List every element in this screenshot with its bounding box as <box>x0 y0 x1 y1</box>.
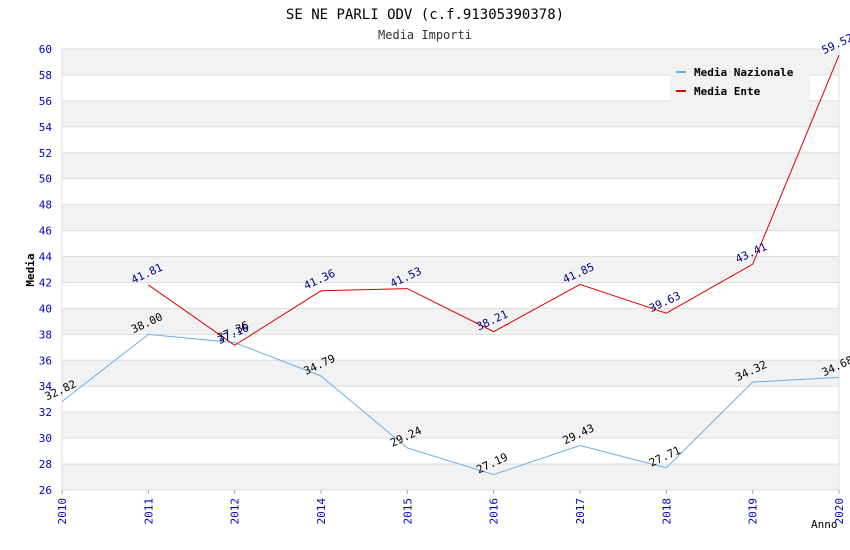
grid-band <box>62 360 839 387</box>
y-tick-label: 56 <box>39 95 52 108</box>
y-axis-label: Media <box>24 253 37 286</box>
x-tick-label: 2019 <box>747 498 760 525</box>
y-tick-label: 42 <box>39 276 52 289</box>
x-axis-label: Anno <box>811 518 838 531</box>
grid-band <box>62 152 839 179</box>
y-tick-label: 52 <box>39 147 52 160</box>
y-tick-label: 32 <box>39 406 52 419</box>
y-tick-label: 50 <box>39 173 52 186</box>
y-axis-ticks: 26 28 30 32 34 36 38 40 42 44 46 48 50 52 54 56 58 60 <box>39 43 53 497</box>
legend-label: Media Ente <box>694 85 761 98</box>
x-tick-label: 2020 <box>833 498 846 525</box>
series-line-1 <box>148 55 840 346</box>
legend: Media Nazionale Media Ente <box>670 60 810 102</box>
y-tick-label: 30 <box>39 432 52 445</box>
grid-band <box>62 308 839 335</box>
series-line-0 <box>61 333 840 476</box>
y-tick-label: 38 <box>39 328 52 341</box>
grid-band <box>62 412 839 439</box>
y-tick-label: 44 <box>39 251 53 264</box>
x-tick-label: 2017 <box>574 498 587 525</box>
x-tick-label: 2010 <box>56 498 69 525</box>
grid-bands <box>61 48 840 491</box>
y-tick-label: 28 <box>39 458 52 471</box>
y-tick-label: 58 <box>39 69 52 82</box>
chart-title: SE NE PARLI ODV (c.f.91305390378) <box>286 7 564 23</box>
x-tick-label: 2012 <box>229 498 242 525</box>
grid-band <box>62 464 839 490</box>
y-tick-label: 60 <box>39 43 52 56</box>
x-tick-label: 2018 <box>660 498 673 525</box>
y-tick-label: 46 <box>39 225 52 238</box>
x-axis-ticks: 2010 2011 2012 2014 2015 2016 2017 2018 2019 2020 <box>56 490 846 525</box>
grid-band <box>62 204 839 231</box>
x-tick-label: 2014 <box>315 498 328 525</box>
x-tick-label: 2016 <box>488 498 501 525</box>
x-tick-label: 2011 <box>142 498 155 525</box>
x-tick-label: 2015 <box>401 498 414 525</box>
y-tick-label: 34 <box>39 380 53 393</box>
chart-subtitle: Media Importi <box>378 28 472 42</box>
y-tick-label: 26 <box>39 484 52 497</box>
series-lines <box>61 55 840 476</box>
legend-label: Media Nazionale <box>694 66 794 79</box>
legend-box <box>670 60 810 102</box>
y-tick-label: 54 <box>39 121 53 134</box>
grid-band <box>62 100 839 127</box>
y-tick-label: 40 <box>39 302 52 315</box>
y-tick-label: 48 <box>39 199 52 212</box>
y-tick-label: 36 <box>39 354 52 367</box>
grid-band <box>62 256 839 283</box>
